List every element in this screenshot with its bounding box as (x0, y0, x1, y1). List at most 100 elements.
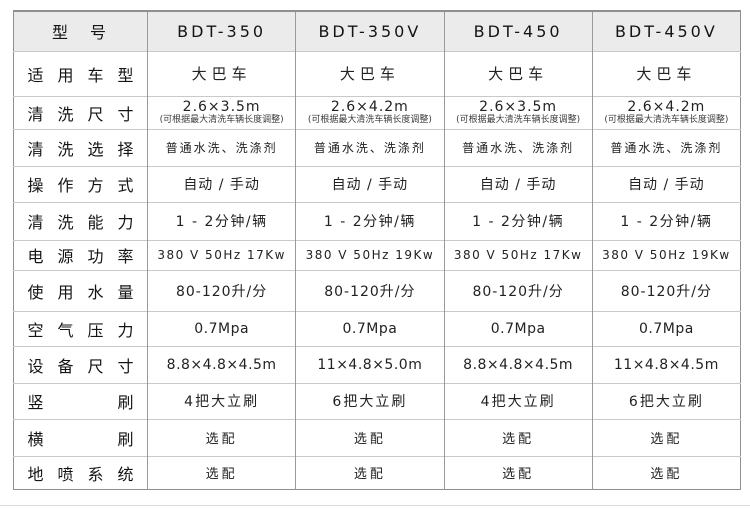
wash-size-note: (可根据最大清洗车辆长度调整) (456, 115, 581, 125)
spec-cell: 380 V 50Hz 17Kw (146, 239, 296, 270)
spec-cell: 选配 (295, 418, 444, 456)
wash-size-note: (可根据最大清洗车辆长度调整) (604, 115, 729, 125)
model-name-bdt-350v: BDT-350V (295, 11, 444, 51)
spec-cell: 80-120升/分 (146, 269, 296, 311)
row-label-text: 清洗能力 (27, 213, 134, 232)
spec-cell: 0.7Mpa (295, 310, 444, 346)
row-label-text: 横刷 (27, 429, 134, 449)
spec-cell: 大巴车 (443, 50, 593, 96)
spec-cell: 2.6×3.5m (可根据最大清洗车辆长度调整) (443, 95, 593, 129)
spec-cell: 2.6×4.2m (可根据最大清洗车辆长度调整) (295, 95, 444, 129)
spec-cell: 380 V 50Hz 19Kw (295, 239, 444, 270)
spec-cell: 自动 / 手动 (146, 165, 296, 202)
spec-cell: 8.8×4.8×4.5m (146, 345, 296, 383)
row-label-text: 适用车型 (27, 65, 134, 85)
spec-cell: 选配 (443, 455, 593, 489)
spec-cell: 2.6×4.2m (可根据最大清洗车辆长度调整) (591, 95, 741, 129)
row-label-text: 设备尺寸 (27, 356, 134, 376)
row-label-wash-option: 清洗选择 (13, 128, 148, 166)
spec-cell: 大巴车 (295, 50, 444, 96)
wash-size-value: 2.6×3.5m (182, 99, 261, 115)
row-label-machine-size: 设备尺寸 (13, 345, 148, 383)
spec-cell: 普通水洗、洗涤剂 (443, 128, 593, 166)
spec-cell: 选配 (146, 455, 296, 489)
row-ground-spray-system: 地喷系统 选配 选配 选配 选配 (13, 455, 741, 489)
row-label-wash-capacity: 清洗能力 (13, 201, 148, 240)
row-label-air-pressure: 空气压力 (13, 310, 148, 346)
row-label-operation-mode: 操作方式 (13, 165, 148, 202)
spec-cell: 普通水洗、洗涤剂 (591, 128, 741, 166)
header-model-label: 型 号 (51, 23, 109, 43)
row-air-pressure: 空气压力 0.7Mpa 0.7Mpa 0.7Mpa 0.7Mpa (13, 310, 741, 346)
row-label-text: 电源功率 (27, 247, 134, 266)
spec-cell: 选配 (591, 418, 741, 456)
spec-cell: 80-120升/分 (443, 269, 593, 311)
row-label-text: 竖刷 (27, 393, 134, 412)
row-label-horizontal-brush: 横刷 (13, 418, 148, 456)
wash-size-value: 2.6×3.5m (479, 99, 558, 115)
row-wash-size: 清洗尺寸 2.6×3.5m (可根据最大清洗车辆长度调整) 2.6×4.2m (… (13, 95, 741, 129)
row-label-vertical-brush: 竖刷 (13, 382, 148, 419)
row-vertical-brush: 竖刷 4把大立刷 6把大立刷 4把大立刷 6把大立刷 (13, 382, 741, 419)
row-label-applicable-vehicle: 适用车型 (13, 50, 148, 96)
spec-cell: 1 - 2分钟/辆 (443, 201, 593, 240)
row-label-text: 清洗尺寸 (27, 104, 134, 124)
spec-cell: 大巴车 (591, 50, 741, 96)
spec-cell: 大巴车 (146, 50, 296, 96)
spec-cell: 6把大立刷 (591, 382, 741, 419)
spec-cell: 4把大立刷 (443, 382, 593, 419)
model-name-bdt-450: BDT-450 (443, 11, 593, 51)
wash-size-note: (可根据最大清洗车辆长度调整) (159, 115, 284, 125)
spec-cell: 自动 / 手动 (591, 165, 741, 202)
row-label-text: 地喷系统 (27, 464, 134, 484)
spec-cell: 2.6×3.5m (可根据最大清洗车辆长度调整) (146, 95, 296, 129)
row-wash-option: 清洗选择 普通水洗、洗涤剂 普通水洗、洗涤剂 普通水洗、洗涤剂 普通水洗、洗涤剂 (13, 128, 741, 166)
spec-table: 型 号 BDT-350 BDT-350V BDT-450 BDT-450V 适用… (13, 10, 741, 490)
spec-cell: 自动 / 手动 (443, 165, 593, 202)
spec-cell: 6把大立刷 (295, 382, 444, 419)
spec-cell: 380 V 50Hz 19Kw (591, 239, 741, 270)
row-applicable-vehicle: 适用车型 大巴车 大巴车 大巴车 大巴车 (13, 50, 741, 96)
model-name-bdt-450v: BDT-450V (591, 11, 741, 51)
spec-cell: 80-120升/分 (591, 269, 741, 311)
row-label-text: 清洗选择 (27, 139, 134, 159)
wash-size-value: 2.6×4.2m (330, 99, 409, 115)
spec-cell: 380 V 50Hz 17Kw (443, 239, 593, 270)
spec-cell: 0.7Mpa (443, 310, 593, 346)
row-label-text: 使用水量 (27, 282, 134, 302)
row-operation-mode: 操作方式 自动 / 手动 自动 / 手动 自动 / 手动 自动 / 手动 (13, 165, 741, 202)
spec-cell: 自动 / 手动 (295, 165, 444, 202)
row-label-text: 操作方式 (27, 176, 134, 195)
spec-cell: 1 - 2分钟/辆 (295, 201, 444, 240)
spec-cell: 0.7Mpa (146, 310, 296, 346)
wash-size-note: (可根据最大清洗车辆长度调整) (307, 115, 432, 125)
row-water-usage: 使用水量 80-120升/分 80-120升/分 80-120升/分 80-12… (13, 269, 741, 311)
row-label-power-supply: 电源功率 (13, 239, 148, 270)
row-machine-size: 设备尺寸 8.8×4.8×4.5m 11×4.8×5.0m 8.8×4.8×4.… (13, 345, 741, 383)
wash-size-value: 2.6×4.2m (627, 99, 706, 115)
spec-cell: 11×4.8×5.0m (295, 345, 444, 383)
spec-cell: 8.8×4.8×4.5m (443, 345, 593, 383)
spec-cell: 80-120升/分 (295, 269, 444, 311)
spec-cell: 1 - 2分钟/辆 (146, 201, 296, 240)
spec-cell: 选配 (591, 455, 741, 489)
row-wash-capacity: 清洗能力 1 - 2分钟/辆 1 - 2分钟/辆 1 - 2分钟/辆 1 - 2… (13, 201, 741, 240)
row-label-text: 空气压力 (27, 320, 134, 340)
spec-cell: 11×4.8×4.5m (591, 345, 741, 383)
spec-cell: 选配 (443, 418, 593, 456)
row-horizontal-brush: 横刷 选配 选配 选配 选配 (13, 418, 741, 456)
spec-cell: 0.7Mpa (591, 310, 741, 346)
header-row: 型 号 BDT-350 BDT-350V BDT-450 BDT-450V (13, 11, 741, 51)
model-name-bdt-350: BDT-350 (146, 11, 296, 51)
spec-cell: 普通水洗、洗涤剂 (295, 128, 444, 166)
spec-cell: 普通水洗、洗涤剂 (146, 128, 296, 166)
spec-cell: 4把大立刷 (146, 382, 296, 419)
row-label-ground-spray-system: 地喷系统 (13, 455, 148, 489)
spec-cell: 1 - 2分钟/辆 (591, 201, 741, 240)
row-label-water-usage: 使用水量 (13, 269, 148, 311)
page-bottom-divider (0, 505, 750, 506)
spec-cell: 选配 (295, 455, 444, 489)
spec-cell: 选配 (146, 418, 296, 456)
row-label-wash-size: 清洗尺寸 (13, 95, 148, 129)
